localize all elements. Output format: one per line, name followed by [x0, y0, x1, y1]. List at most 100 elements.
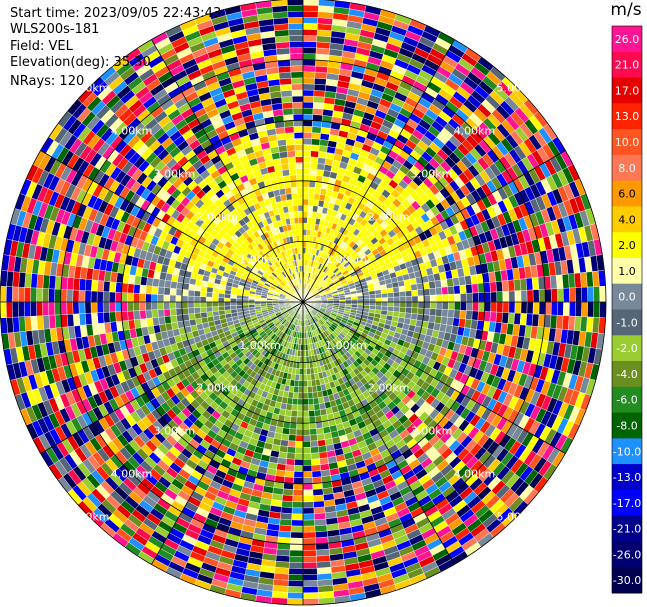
velocity-gate — [295, 428, 304, 436]
velocity-gate — [78, 290, 86, 303]
velocity-gate — [302, 350, 307, 357]
velocity-gate — [302, 107, 314, 115]
velocity-gate — [0, 301, 7, 319]
velocity-gate — [302, 0, 320, 6]
velocity-gate — [302, 543, 317, 551]
velocity-gate — [302, 483, 313, 491]
velocity-gate — [127, 301, 134, 312]
velocity-gate — [302, 210, 308, 218]
velocity-gate — [563, 287, 570, 303]
velocity-gate — [316, 427, 325, 435]
velocity-gate — [164, 280, 172, 289]
velocity-gate — [538, 289, 546, 303]
velocity-gate — [297, 404, 304, 412]
velocity-gate — [151, 309, 159, 318]
velocity-gate — [302, 562, 318, 569]
velocity-gate — [230, 298, 237, 303]
velocity-gate — [429, 287, 437, 296]
velocity-gate — [411, 307, 419, 315]
velocity-gate — [302, 217, 308, 224]
velocity-gate — [369, 301, 376, 306]
velocity-gate — [302, 386, 308, 394]
velocity-gate — [0, 285, 7, 303]
velocity-gate — [514, 301, 522, 314]
velocity-gate — [557, 288, 564, 303]
velocity-gate — [302, 477, 313, 484]
velocity-gate — [363, 298, 370, 303]
velocity-gate — [72, 277, 81, 291]
velocity-gate — [313, 90, 326, 98]
velocity-gate — [11, 301, 19, 318]
velocity-gate — [36, 301, 43, 317]
velocity-gate — [302, 198, 309, 206]
velocity-gate — [292, 501, 304, 509]
velocity-gate — [102, 291, 110, 303]
velocity-gate — [281, 494, 294, 502]
velocity-gate — [298, 374, 304, 381]
velocity-gate — [163, 294, 171, 303]
velocity-gate — [91, 279, 99, 292]
velocity-gate — [302, 453, 312, 460]
velocity-gate — [108, 301, 116, 313]
velocity-gate — [357, 301, 364, 306]
velocity-gate — [318, 0, 335, 7]
velocity-gate — [230, 305, 237, 310]
velocity-gate — [404, 284, 412, 292]
velocity-gate — [302, 41, 317, 48]
velocity-gate — [287, 586, 304, 594]
velocity-gate — [187, 307, 195, 315]
velocity-gate — [460, 293, 467, 303]
velocity-gate — [78, 301, 86, 314]
velocity-gate — [302, 47, 317, 55]
velocity-gate — [302, 459, 312, 466]
velocity-gate — [311, 470, 322, 478]
velocity-gate — [133, 292, 140, 303]
velocity-gate — [309, 422, 317, 430]
velocity-gate — [507, 312, 515, 325]
velocity-gate — [286, 452, 296, 460]
velocity-gate — [294, 453, 304, 460]
velocity-gate — [519, 313, 528, 326]
velocity-gate — [302, 501, 314, 509]
velocity-gate — [302, 392, 309, 400]
velocity-gate — [96, 301, 104, 313]
velocity-gate — [581, 301, 588, 318]
velocity-gate — [314, 518, 327, 527]
velocity-gate — [54, 288, 62, 303]
velocity-gate — [307, 392, 314, 399]
velocity-gate — [312, 391, 319, 399]
velocity-gate — [317, 157, 327, 165]
velocity-gate — [290, 537, 304, 545]
velocity-gate — [296, 422, 304, 430]
velocity-gate — [302, 531, 316, 539]
velocity-gate — [302, 120, 313, 127]
velocity-gate — [417, 307, 425, 315]
velocity-gate — [97, 280, 105, 292]
velocity-gate — [575, 287, 582, 303]
velocity-gate — [42, 315, 51, 330]
velocity-gate — [289, 543, 304, 551]
velocity-gate — [302, 586, 319, 594]
velocity-gate — [302, 186, 310, 194]
velocity-gate — [423, 288, 431, 296]
velocity-gate — [36, 287, 43, 303]
velocity-gate — [299, 368, 304, 375]
velocity-gate — [157, 301, 164, 310]
velocity-gate — [308, 410, 316, 418]
velocity-gate — [410, 283, 418, 291]
velocity-gate — [121, 301, 128, 312]
velocity-gate — [502, 301, 510, 313]
velocity-gate — [513, 312, 522, 325]
velocity-gate — [313, 500, 325, 508]
velocity-gate — [306, 362, 311, 369]
velocity-gate — [224, 301, 231, 307]
velocity-gate — [357, 298, 364, 303]
velocity-gate — [139, 284, 147, 294]
velocity-gate — [127, 310, 135, 321]
velocity-gate — [302, 368, 307, 375]
velocity-gate — [91, 312, 99, 325]
velocity-gate — [357, 295, 364, 300]
velocity-gate — [302, 174, 310, 182]
velocity-gate — [121, 292, 128, 303]
velocity-gate — [72, 313, 81, 327]
